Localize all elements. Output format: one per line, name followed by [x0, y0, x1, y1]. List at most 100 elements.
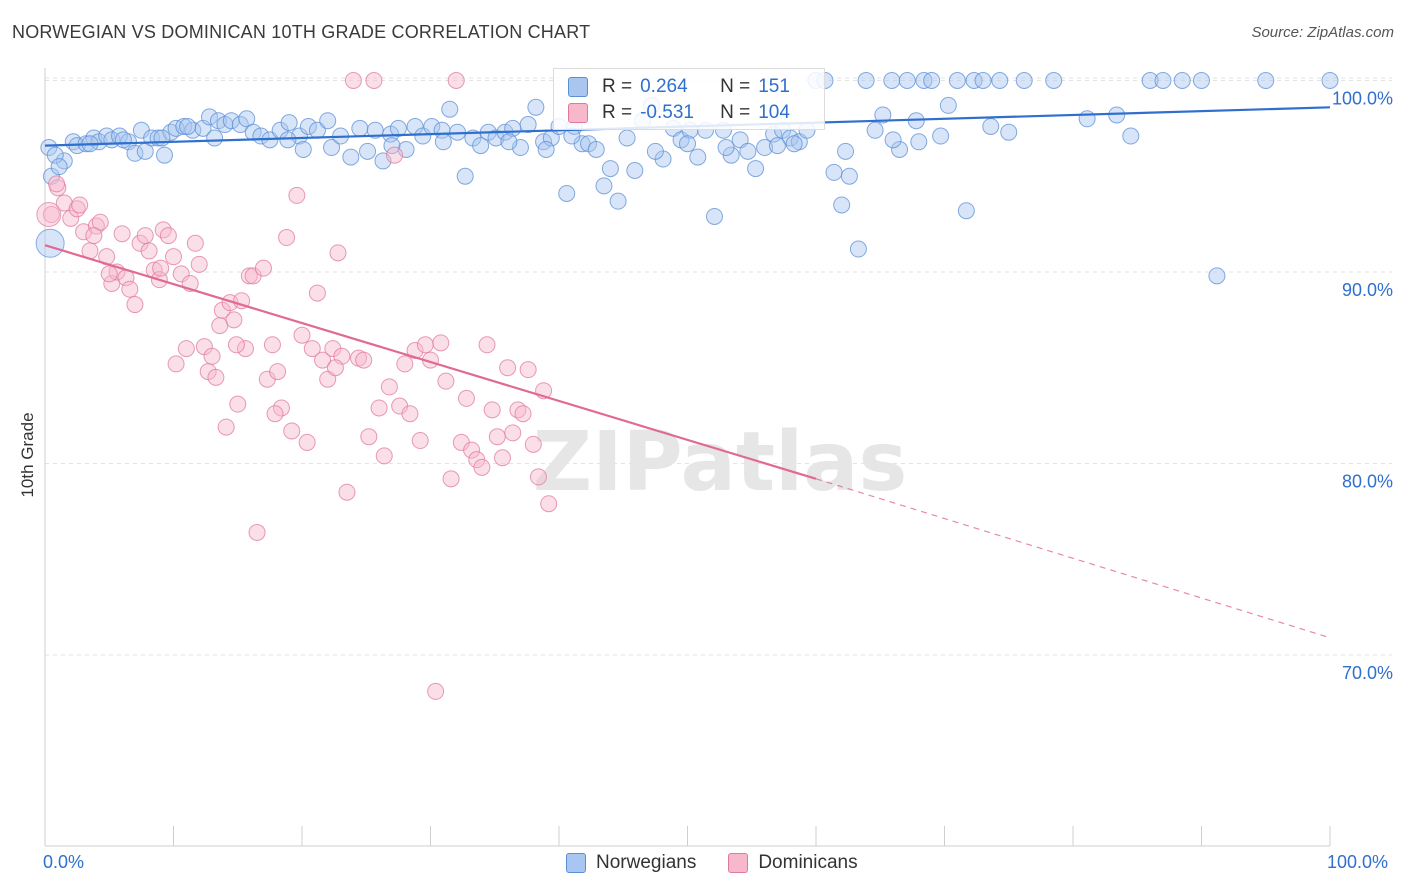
x-tick-max: 100.0%: [1327, 852, 1389, 872]
legend-item-dominicans[interactable]: Dominicans: [728, 852, 858, 874]
y-tick-label: 90.0%: [1342, 280, 1393, 300]
data-point: [609, 192, 627, 210]
data-point: [344, 72, 362, 89]
data-point: [849, 240, 867, 258]
data-point: [319, 112, 337, 130]
y-tick-label: 100.0%: [1332, 89, 1393, 109]
data-point: [434, 133, 452, 151]
data-point: [601, 160, 619, 178]
data-point: [1321, 72, 1339, 89]
data-point: [1000, 123, 1018, 141]
data-point: [375, 447, 393, 465]
data-point: [263, 336, 281, 354]
data-point: [982, 117, 1000, 135]
data-point: [207, 368, 225, 386]
data-point: [272, 399, 290, 417]
data-point: [483, 401, 501, 419]
legend-label: Dominicans: [758, 852, 858, 873]
data-point: [587, 140, 605, 158]
data-point: [965, 72, 983, 89]
data-point: [478, 336, 496, 354]
data-point: [308, 284, 326, 302]
trend-line-dominicans: [44, 244, 817, 480]
data-point: [231, 116, 249, 134]
data-point: [365, 72, 383, 89]
data-point: [910, 133, 928, 151]
data-point: [401, 405, 419, 423]
data-point: [1193, 72, 1210, 89]
watermark: ZIPatlas: [533, 415, 908, 510]
data-point: [883, 72, 901, 89]
data-point: [558, 184, 576, 202]
data-point: [411, 432, 429, 450]
data-point: [891, 140, 909, 158]
data-point: [389, 119, 407, 137]
data-point: [717, 139, 735, 157]
data-point: [136, 227, 154, 245]
data-point: [206, 129, 224, 147]
data-point: [323, 139, 341, 157]
data-point: [236, 340, 254, 358]
legend-swatch-norwegians: [568, 77, 588, 97]
data-point: [269, 363, 287, 381]
data-point: [866, 121, 884, 139]
data-point: [233, 292, 251, 310]
data-point: [351, 119, 369, 137]
data-point: [537, 140, 555, 158]
series-legend: Norwegians Dominicans: [566, 852, 890, 874]
data-point: [493, 449, 511, 467]
data-point: [278, 229, 296, 247]
legend-row-norwegians: R = 0.264 N = 151: [568, 75, 790, 99]
y-tick-label: 70.0%: [1342, 663, 1393, 683]
data-point: [519, 361, 537, 379]
data-point: [380, 378, 398, 396]
data-point: [121, 280, 139, 298]
data-point: [739, 142, 757, 160]
data-point: [595, 177, 613, 195]
data-point: [152, 259, 170, 277]
data-point: [386, 146, 404, 164]
data-point: [1108, 106, 1126, 124]
data-point: [840, 167, 858, 185]
data-point: [939, 96, 957, 114]
data-point: [225, 311, 243, 329]
grid: [45, 77, 1392, 656]
data-point: [172, 265, 190, 283]
legend-swatch-dominicans: [568, 103, 588, 123]
data-point: [646, 142, 664, 160]
data-point: [383, 137, 401, 155]
data-point: [1122, 127, 1140, 145]
data-point: [432, 334, 450, 352]
data-point: [126, 144, 144, 162]
data-point: [756, 139, 774, 157]
legend-label: Norwegians: [596, 852, 697, 873]
r-value: 0.264: [640, 76, 688, 97]
data-point: [437, 372, 455, 390]
data-point: [898, 72, 916, 89]
data-point: [299, 117, 317, 135]
data-point: [837, 142, 855, 160]
n-value: 151: [758, 76, 790, 97]
legend-item-norwegians[interactable]: Norwegians: [566, 852, 696, 874]
data-point: [447, 72, 465, 89]
data-point: [514, 405, 532, 423]
data-point: [499, 359, 517, 377]
data-point: [217, 418, 235, 436]
data-point: [266, 405, 284, 423]
data-point: [948, 72, 966, 89]
data-point: [874, 106, 892, 124]
data-point: [488, 428, 506, 446]
data-point: [519, 116, 537, 134]
data-point: [126, 296, 144, 314]
data-point: [1045, 72, 1063, 89]
data-point: [254, 259, 272, 277]
data-point: [303, 340, 321, 358]
data-point: [113, 225, 131, 243]
data-point: [991, 72, 1009, 89]
data-point: [227, 336, 245, 354]
y-axis-label: 10th Grade: [18, 412, 37, 498]
data-point: [114, 131, 132, 149]
r-value: -0.531: [640, 102, 694, 123]
data-point: [35, 228, 65, 258]
r-label: R =: [602, 76, 633, 97]
